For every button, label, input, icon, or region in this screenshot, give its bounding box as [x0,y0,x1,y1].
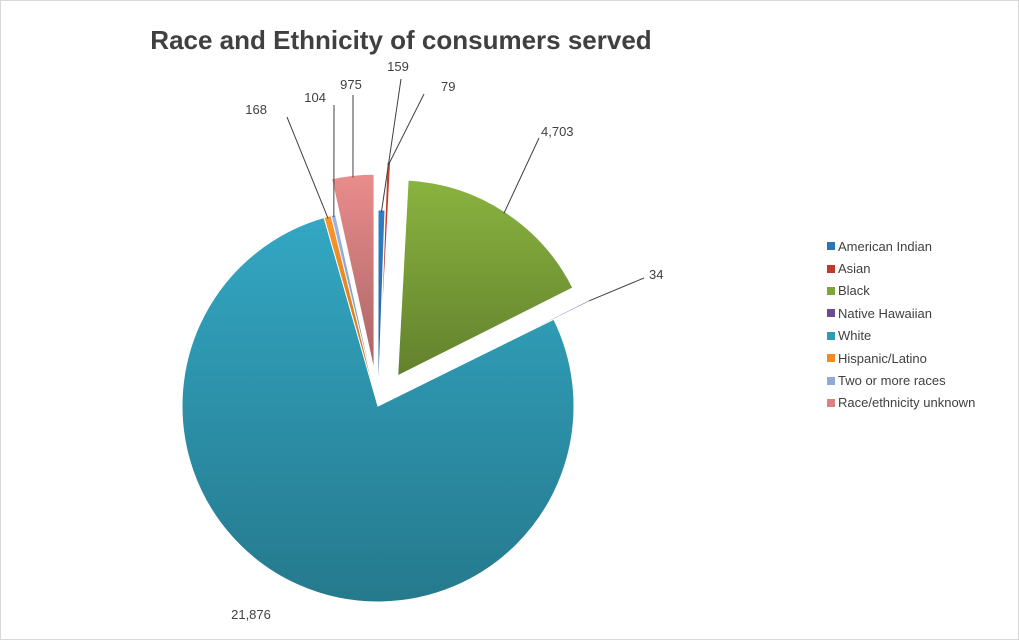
leader-line [388,93,425,165]
pie-slices [181,161,593,603]
legend-item: Two or more races [827,369,1017,391]
legend-swatch [827,286,835,295]
data-label: 34 [649,267,663,282]
leader-line [380,78,402,213]
legend-label: Native Hawaiian [838,305,932,321]
legend-swatch [827,376,835,385]
data-label: 4,703 [541,124,574,139]
legend-item: White [827,325,1017,347]
data-labels: 159 79 4,703 34 21,876 168 104 975 [231,59,663,622]
leader-line [589,277,645,302]
chart-title: Race and Ethnicity of consumers served [150,25,652,55]
data-label: 21,876 [231,607,271,622]
legend-item: Asian [827,257,1017,279]
leader-lines [286,78,645,302]
data-label: 104 [304,90,326,105]
legend-swatch [827,354,835,363]
legend-swatch [827,309,835,318]
legend-label: Asian [838,261,871,277]
legend-label: Race/ethnicity unknown [838,395,976,411]
legend-swatch [827,398,835,407]
legend-item: Race/ethnicity unknown [827,392,1017,414]
legend-label: Black [838,283,870,299]
leader-line [286,116,329,219]
legend-item: Black [827,280,1017,302]
legend-label: Hispanic/Latino [838,350,927,366]
legend-swatch [827,331,835,340]
data-label: 79 [441,79,455,94]
legend-item: Native Hawaiian [827,302,1017,324]
legend-swatch [827,264,835,273]
data-label: 168 [245,102,267,117]
legend-label: Two or more races [838,373,946,389]
legend-label: White [838,328,872,344]
leader-line [503,137,540,214]
data-label: 159 [387,59,409,74]
legend-swatch [827,242,835,251]
legend: American Indian Asian Black Native Hawaiian… [827,235,1017,414]
legend-item: American Indian [827,235,1017,257]
legend-item: Hispanic/Latino [827,347,1017,369]
legend-label: American Indian [838,238,932,254]
data-label: 975 [340,77,362,92]
pie-slice-white [181,216,575,603]
